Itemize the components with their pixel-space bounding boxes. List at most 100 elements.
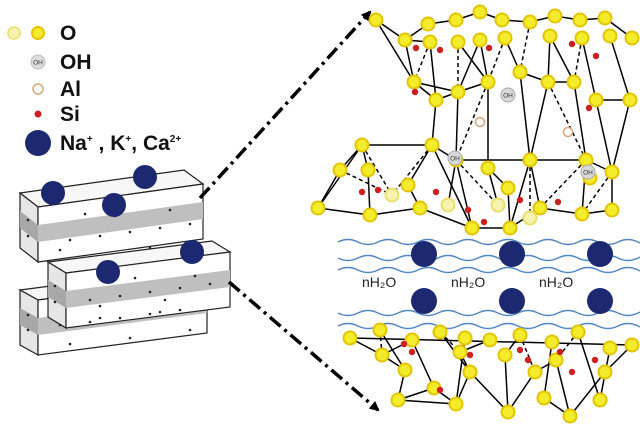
cation-icon: [25, 130, 51, 156]
oxygen-atom: [360, 162, 376, 178]
bond-dashed: [391, 144, 433, 196]
legend-oxygen-label: O: [60, 21, 77, 45]
bond: [577, 331, 601, 401]
surface-dot: [53, 284, 57, 288]
legend-cations-label: Na+ , K+, Ca2+: [60, 131, 182, 155]
bond-dashed: [539, 159, 587, 209]
bond: [419, 207, 473, 229]
legend-silicon: Si: [0, 101, 80, 127]
silicon-atom: [480, 218, 488, 226]
oxygen-atom: [497, 347, 513, 363]
bond: [569, 371, 606, 417]
bond: [469, 371, 509, 413]
surface-dot: [53, 300, 57, 304]
bond: [413, 81, 459, 93]
oxygen-atom: [374, 347, 390, 363]
oxygen-atom: [332, 162, 348, 178]
bond: [407, 144, 433, 186]
silicon-atom: [592, 52, 600, 60]
oxygen-atom: [397, 32, 413, 48]
silicon-atom: [436, 46, 444, 54]
silicon-atom: [554, 198, 562, 206]
arrow-lower: [227, 280, 380, 412]
oxygen-atom: [574, 30, 590, 46]
silicon-icon: [34, 110, 42, 118]
bond-dashed: [361, 144, 393, 196]
bond: [507, 371, 536, 413]
oxygen-atom: [464, 220, 480, 236]
surface-dot: [68, 238, 72, 242]
oxygen-atom: [522, 210, 538, 226]
hydroxyl-atom-label: OH: [450, 156, 460, 163]
oxygen-atom: [440, 197, 456, 213]
cation-sphere: [133, 165, 157, 189]
oxygen-atom: [342, 330, 358, 346]
oxygen-atom: [622, 92, 638, 108]
oxygen-atom: [604, 164, 620, 180]
aluminum-atom: [474, 116, 486, 128]
water-label: nH₂O: [362, 274, 396, 290]
oxygen-atom: [472, 4, 488, 20]
surface-dot: [128, 230, 132, 234]
surface-dot: [158, 310, 162, 314]
oxygen-atom: [512, 64, 528, 80]
hydroxyl-icon-text: OH: [33, 60, 43, 67]
oxygen-atom: [588, 92, 604, 108]
silicon-atom: [466, 351, 474, 359]
silicon-atom: [516, 346, 524, 354]
bond-dashed: [519, 21, 531, 73]
bond: [369, 207, 421, 216]
bond: [504, 354, 509, 413]
hydroxyl-icon: OH: [30, 54, 46, 70]
oxygen-atom: [574, 206, 590, 222]
silicon-atom: [436, 386, 444, 394]
bond: [375, 19, 415, 83]
oxygen-atom: [500, 180, 516, 196]
arrow-upper: [198, 10, 372, 200]
slab-top: [18, 169, 205, 264]
oxygen-atom: [536, 390, 552, 406]
cation-sphere: [411, 241, 437, 267]
surface-dot: [178, 286, 182, 290]
oxygen-atom: [500, 404, 516, 420]
hydroxyl-atom: [580, 164, 596, 180]
oxygen-atom: [597, 10, 613, 26]
surface-dot: [148, 290, 152, 294]
bond: [519, 71, 531, 161]
legend-hydroxyl-label: OH: [60, 50, 92, 74]
aluminum-atom: [562, 126, 574, 138]
cation-sphere: [41, 181, 65, 205]
oxygen-atom: [457, 330, 473, 346]
surface-dot: [58, 248, 62, 252]
oxygen-atom: [544, 334, 560, 350]
oxygen-atom: [497, 30, 513, 46]
surface-dot: [193, 274, 197, 278]
oxygen-atom: [310, 200, 326, 216]
surface-dot: [98, 304, 102, 308]
oxygen-atom: [522, 14, 538, 30]
surface-dot: [83, 212, 87, 216]
oxygen-atom: [548, 352, 564, 368]
silicon-atom: [556, 348, 564, 356]
surface-dot: [158, 226, 162, 230]
oxygen-atom: [602, 28, 618, 44]
bond: [457, 39, 481, 93]
oxygen-atom: [522, 152, 538, 168]
surface-dot: [26, 313, 30, 317]
surface-dot: [26, 328, 30, 332]
oxygen-atom: [490, 197, 506, 213]
surface-dot: [128, 336, 132, 340]
oxygen-atom: [404, 332, 420, 348]
surface-dot: [163, 298, 167, 302]
silicon-atom: [408, 348, 416, 356]
legend-aluminum-label: Al: [60, 77, 81, 101]
oxygen-atom: [604, 202, 620, 218]
oxygen-atom: [432, 324, 448, 340]
legend-aluminum: Al: [0, 76, 81, 102]
oxygen-atom: [368, 12, 384, 28]
oxygen-atom: [362, 207, 378, 223]
oxygen-atom: [512, 327, 528, 343]
cation-sphere: [102, 193, 126, 217]
oxygen-atom: [570, 324, 586, 340]
hydroxyl-atom: [500, 87, 516, 103]
